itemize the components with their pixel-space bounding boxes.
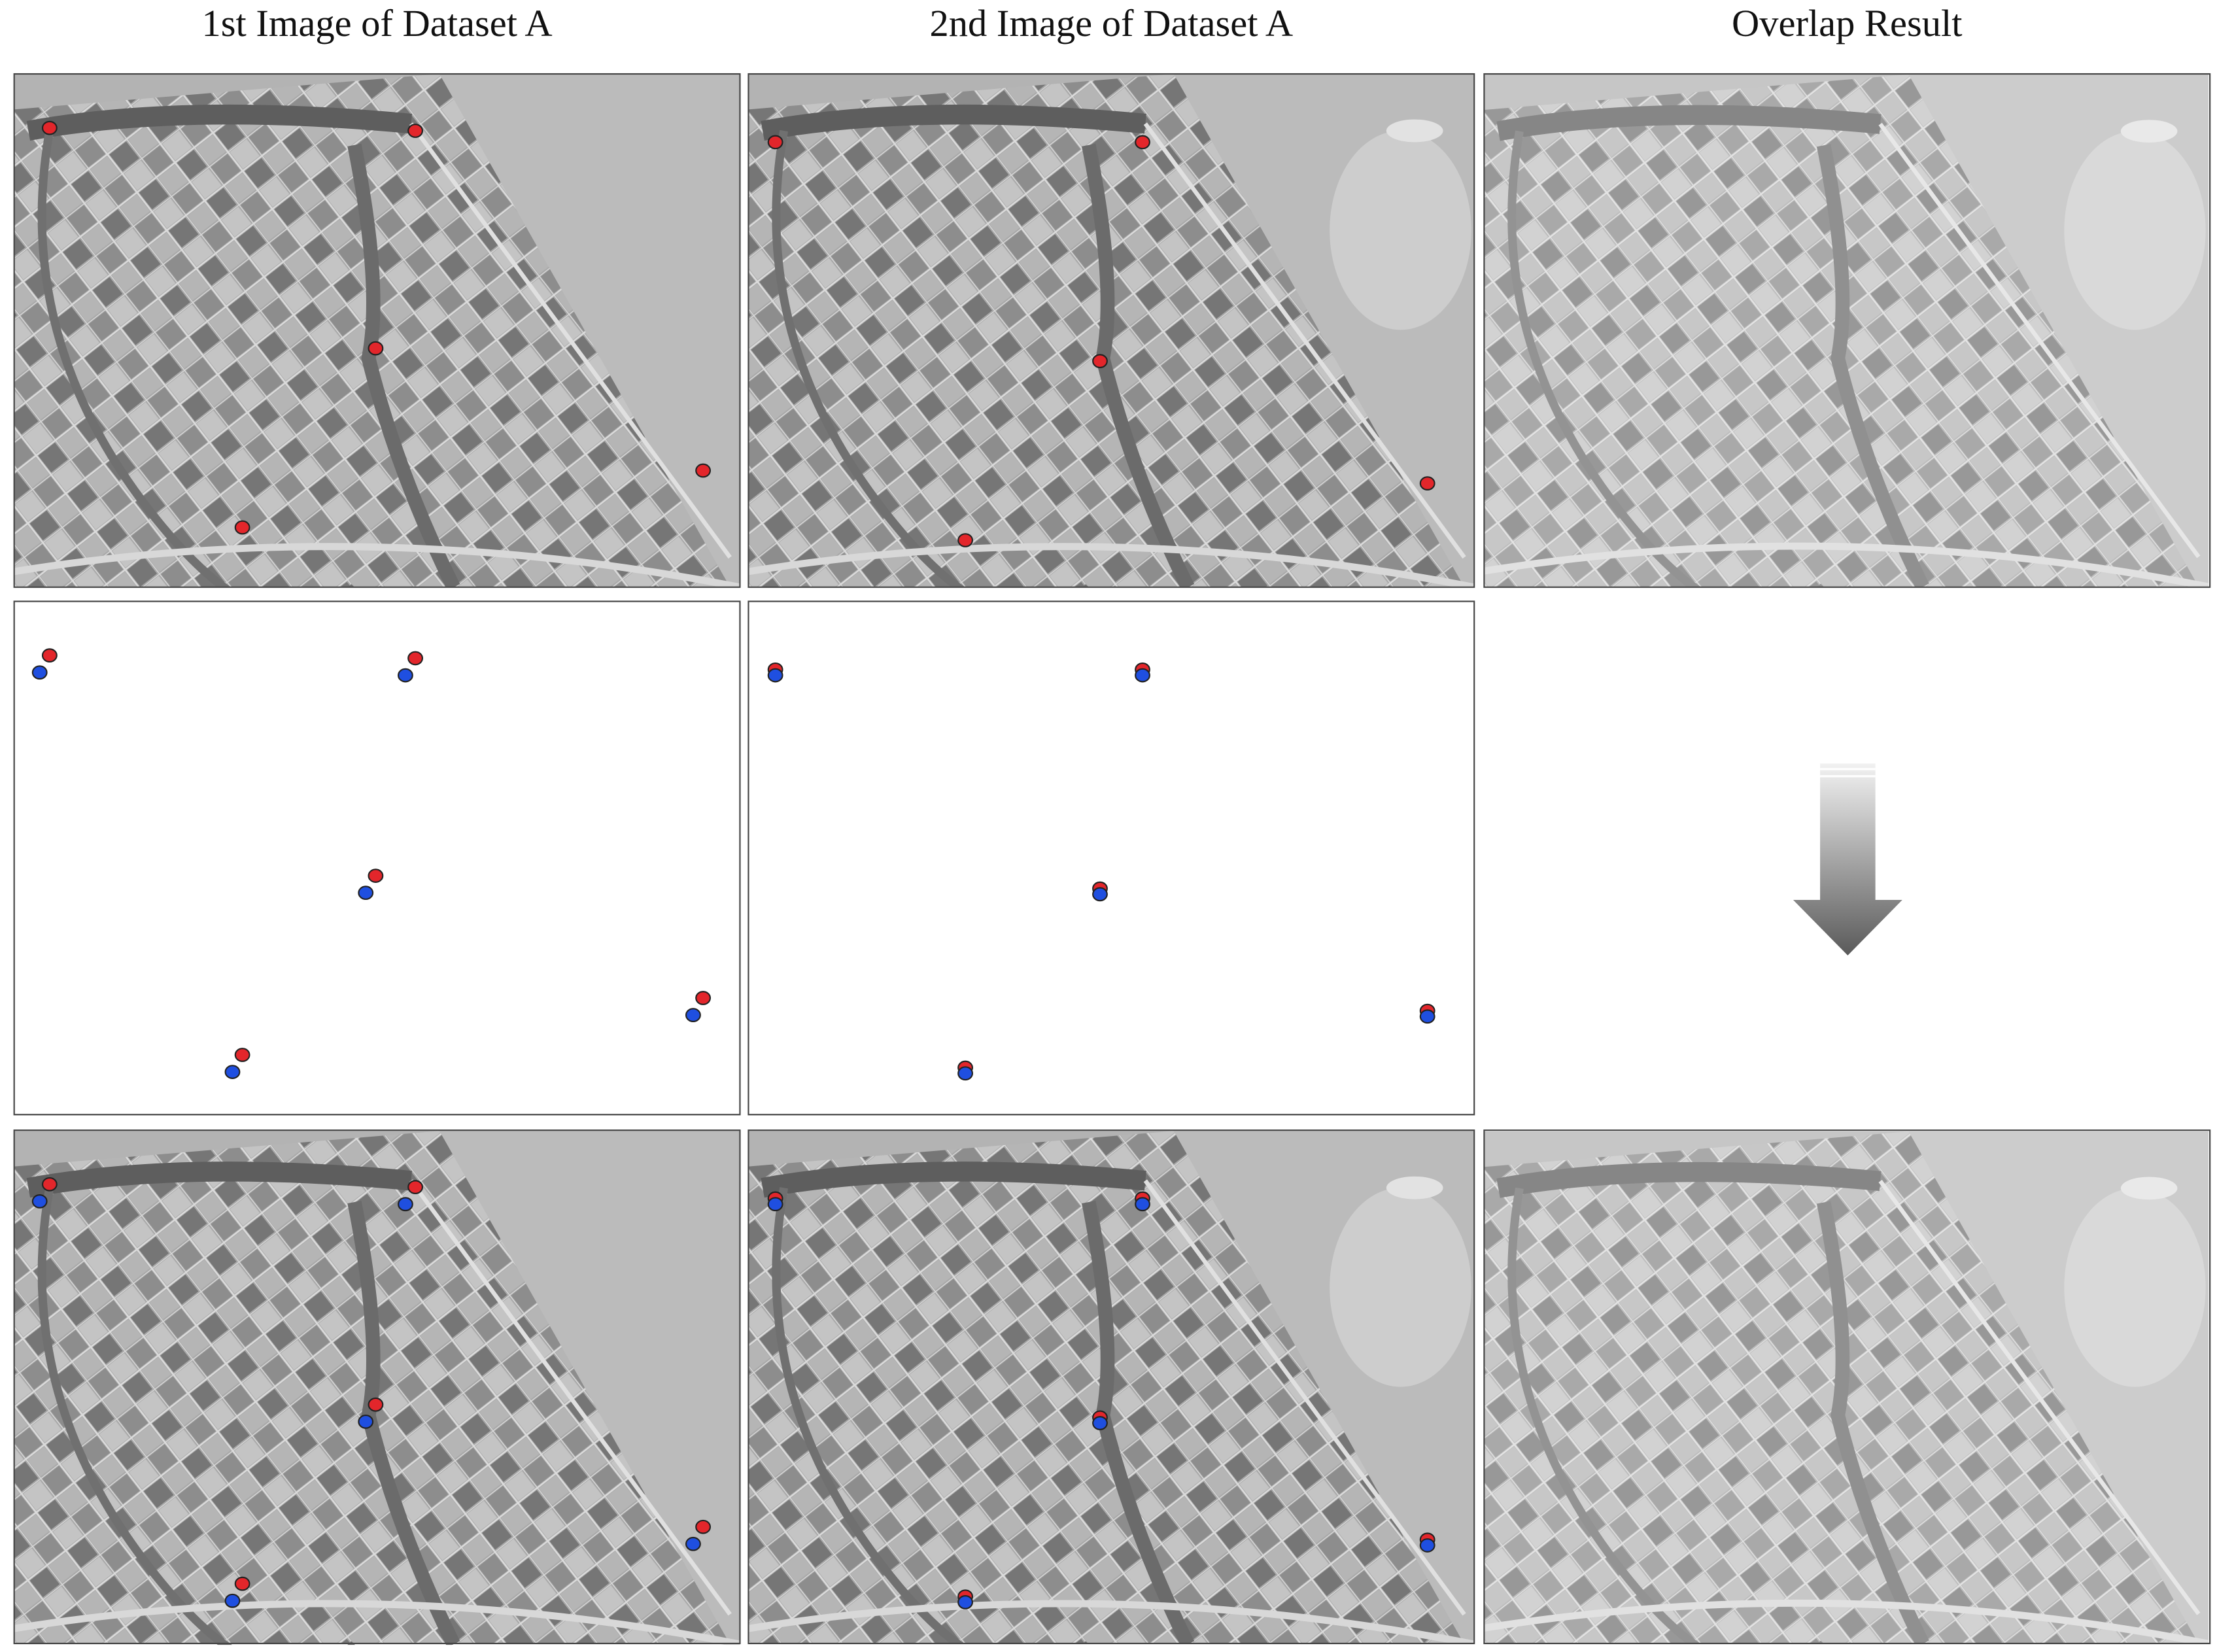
- satellite-image: [748, 1131, 1474, 1652]
- matched-point: [358, 886, 374, 901]
- matched-point: [1135, 1197, 1150, 1212]
- arrow-stripes: [1820, 768, 1876, 778]
- point-panel: [748, 600, 1475, 1116]
- control-point: [368, 341, 384, 356]
- control-point: [1092, 354, 1108, 369]
- satellite-image: [1484, 75, 2208, 614]
- control-point: [41, 120, 58, 135]
- control-point: [368, 869, 384, 883]
- matched-point: [1419, 1538, 1435, 1553]
- satellite-image: [1484, 1131, 2208, 1652]
- control-point: [1135, 135, 1150, 150]
- panel-frame: [1483, 73, 2211, 588]
- control-point: [695, 1519, 712, 1534]
- matched-point: [685, 1008, 701, 1022]
- matched-point: [31, 1194, 48, 1209]
- control-point: [234, 1576, 250, 1591]
- matched-point: [1092, 1416, 1108, 1430]
- panel-frame: [1483, 1129, 2211, 1645]
- panel-frame: [748, 1129, 1475, 1645]
- point-panel: [13, 600, 741, 1116]
- matched-point: [767, 1197, 783, 1212]
- control-point: [767, 135, 783, 150]
- down-arrow: [1793, 763, 1902, 955]
- satellite-image: [748, 74, 1474, 615]
- matched-point: [685, 1536, 701, 1551]
- control-point: [41, 648, 58, 663]
- column-header: 1st Image of Dataset A: [201, 2, 552, 44]
- control-point: [234, 520, 250, 535]
- control-point: [368, 1397, 384, 1412]
- control-point: [234, 1048, 250, 1062]
- column-header: Overlap Result: [1732, 2, 1963, 44]
- panel-frame: [748, 73, 1475, 588]
- matched-point: [767, 668, 783, 683]
- control-point: [407, 1180, 424, 1195]
- matched-point: [31, 665, 48, 680]
- matched-point: [957, 1595, 974, 1609]
- matched-point: [224, 1065, 241, 1079]
- control-point: [695, 463, 712, 478]
- matched-point: [397, 668, 413, 683]
- control-point: [407, 124, 424, 138]
- matched-point: [1135, 668, 1150, 683]
- control-point: [407, 651, 424, 666]
- matched-point: [224, 1593, 241, 1608]
- matched-point: [1092, 887, 1108, 902]
- control-point: [41, 1177, 58, 1192]
- control-point: [1419, 476, 1435, 490]
- matched-point: [957, 1066, 974, 1081]
- matched-point: [1419, 1009, 1435, 1024]
- matched-point: [397, 1197, 413, 1212]
- matched-point: [358, 1414, 374, 1429]
- control-point: [957, 533, 974, 547]
- panel-frame: [13, 73, 741, 588]
- panel-frame: [13, 1129, 741, 1645]
- control-point: [695, 991, 712, 1005]
- satellite-image: [14, 1131, 740, 1652]
- column-header: 2nd Image of Dataset A: [930, 2, 1294, 44]
